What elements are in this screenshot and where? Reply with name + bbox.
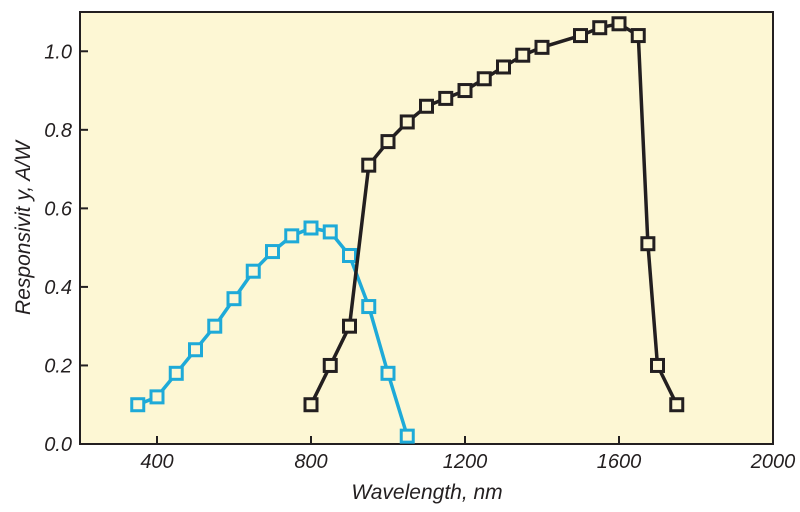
y-tick-label: 0.8: [44, 120, 72, 142]
series-2-marker: [399, 114, 415, 130]
series-2-marker: [322, 357, 338, 373]
series-2-marker: [496, 59, 511, 75]
series-2-marker: [438, 90, 454, 106]
series-1-marker: [168, 365, 184, 381]
y-tick-label: 0.4: [44, 277, 72, 299]
series-1-marker: [226, 291, 242, 307]
y-tick-label: 0.0: [44, 434, 72, 456]
series-1-marker: [130, 397, 146, 413]
x-tick-label: 1600: [597, 451, 642, 473]
series-2-marker: [669, 397, 685, 413]
y-tick-label: 1.0: [44, 41, 72, 63]
x-tick-label: 400: [140, 451, 173, 473]
series-2-marker: [650, 357, 665, 373]
series-1-marker: [188, 342, 203, 358]
series-2-marker: [303, 397, 319, 413]
series-2-marker: [476, 71, 492, 87]
y-tick-label: 0.2: [44, 355, 72, 377]
y-tick-label: 0.6: [44, 198, 73, 220]
series-2-marker: [361, 157, 377, 173]
series-2-marker: [342, 318, 357, 334]
series-2-marker: [611, 16, 627, 32]
series-1-marker: [322, 224, 338, 240]
x-tick-label: 1200: [443, 451, 488, 473]
series-2-marker: [592, 20, 608, 36]
series-2-marker: [380, 134, 396, 150]
series-2-marker: [573, 28, 588, 44]
series-1-marker: [361, 299, 377, 315]
x-axis-ticks: 400 800 1200 1600 2000: [140, 436, 795, 473]
series-2-marker: [630, 28, 646, 44]
series-1-marker: [380, 365, 396, 381]
series-1-marker: [303, 220, 319, 236]
y-axis-ticks: 0.0 0.2 0.4 0.6 0.8 1.0: [44, 41, 88, 456]
series-1-marker: [399, 428, 415, 444]
x-axis-title: Wavelength, nm: [351, 481, 502, 504]
series-1-marker: [265, 244, 280, 260]
series-layer: [130, 16, 685, 444]
series-1-marker: [149, 389, 165, 405]
series-1-marker: [342, 247, 357, 263]
series-2-marker: [515, 47, 531, 63]
series-2-marker: [640, 236, 656, 252]
series-2-marker: [457, 83, 473, 99]
series-1-marker: [245, 263, 261, 279]
series-1-marker: [207, 318, 223, 334]
x-tick-label: 2000: [750, 451, 796, 473]
plot-area: [79, 11, 774, 445]
y-axis-title: Responsivit y, A/W: [12, 139, 35, 315]
series-1-marker: [284, 228, 300, 244]
series-2-marker: [534, 39, 550, 55]
x-tick-label: 800: [294, 451, 327, 473]
series-2-marker: [419, 98, 434, 114]
